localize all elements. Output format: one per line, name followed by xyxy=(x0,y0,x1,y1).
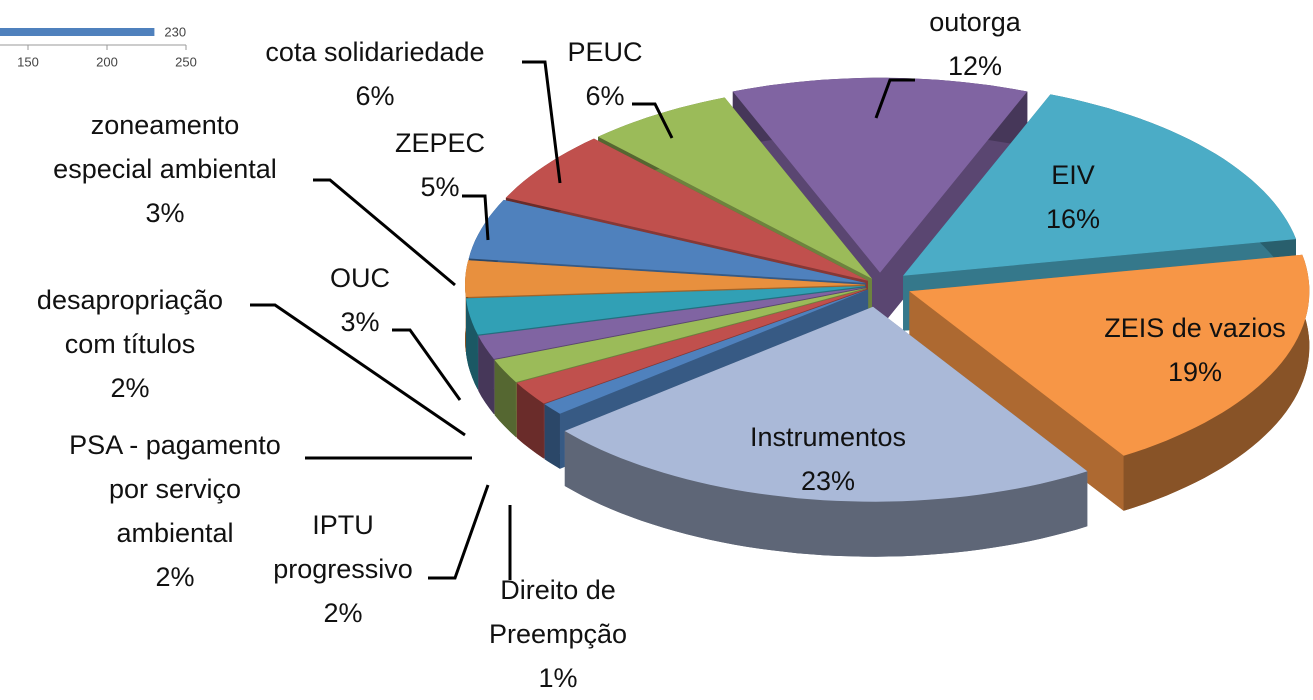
slice-percent: 16% xyxy=(1045,204,1101,234)
slice-label: PSA - pagamento por serviço ambiental 2% xyxy=(59,423,291,599)
leader-line xyxy=(462,194,490,241)
data-label: 230 xyxy=(164,24,186,39)
slice xyxy=(505,138,868,281)
leader-line xyxy=(874,78,915,119)
slice xyxy=(732,77,1028,273)
slice-percent: 12% xyxy=(947,51,1003,81)
slice-label: cota solidariedade 6% xyxy=(265,30,484,118)
slice-label: ZEPEC 5% xyxy=(395,121,485,209)
slice-name: cota solidariedade xyxy=(265,37,485,67)
slice-side xyxy=(516,382,544,459)
slice-side xyxy=(478,335,494,414)
slice xyxy=(468,199,866,283)
slice-percent: 2% xyxy=(155,562,195,592)
slice-label: Direito de Preempção 1% xyxy=(473,568,643,700)
slice-side xyxy=(1123,254,1310,511)
slice xyxy=(564,306,1088,502)
slice-percent: 3% xyxy=(340,307,380,337)
slice-label: EIV 16% xyxy=(1046,153,1100,241)
slice-percent: 23% xyxy=(800,466,856,496)
slice xyxy=(494,288,867,383)
x-tick-label: 200 xyxy=(96,54,118,69)
slice xyxy=(465,260,865,297)
slice-label: Instrumentos 23% xyxy=(750,415,906,503)
slice-name: ZEIS de vazios xyxy=(1104,313,1286,343)
leader-line xyxy=(250,303,466,437)
slice-name: PEUC xyxy=(567,37,643,67)
slice-name: zoneamento especial ambiental xyxy=(53,110,277,184)
slice-percent: 6% xyxy=(355,81,395,111)
slice-name: Direito de Preempção xyxy=(488,575,628,649)
slice xyxy=(466,286,866,335)
x-tick-label: 250 xyxy=(175,54,197,69)
slice-percent: 1% xyxy=(538,663,578,693)
slice-percent: 5% xyxy=(420,172,460,202)
slice xyxy=(516,288,868,404)
slice xyxy=(478,287,866,359)
slice xyxy=(909,254,1310,456)
x-tick-label: 150 xyxy=(17,54,39,69)
bar xyxy=(0,28,155,36)
slice-name: desapropriação com títulos xyxy=(36,285,224,359)
slice-name: ZEPEC xyxy=(394,128,486,158)
slice xyxy=(903,94,1296,276)
slice xyxy=(544,289,869,414)
slice-percent: 2% xyxy=(110,373,150,403)
slice-name: PSA - pagamento por serviço ambiental xyxy=(69,430,281,548)
slice-side xyxy=(494,359,516,438)
slice-label: PEUC 6% xyxy=(567,30,642,118)
leader-lines xyxy=(250,60,915,580)
slice-name: Instrumentos xyxy=(749,422,907,452)
slice-label: zoneamento especial ambiental 3% xyxy=(51,103,279,235)
slice-name: IPTU progressivo xyxy=(273,510,413,584)
slice-wall xyxy=(909,291,1124,511)
slice-label: outorga 12% xyxy=(929,0,1021,88)
slice-name: OUC xyxy=(330,263,390,293)
slice-percent: 2% xyxy=(323,598,363,628)
leader-line xyxy=(313,178,456,287)
slice-percent: 6% xyxy=(585,81,625,111)
slice-label: ZEIS de vazios 19% xyxy=(1104,306,1286,394)
slice-label: desapropriação com títulos 2% xyxy=(28,278,233,410)
slice xyxy=(598,97,872,279)
leader-line xyxy=(392,328,462,401)
slice-side xyxy=(466,298,478,390)
slice-name: outorga xyxy=(929,7,1021,37)
slice-percent: 19% xyxy=(1167,357,1223,387)
slice-side xyxy=(564,431,1088,557)
slice-label: OUC 3% xyxy=(330,256,390,344)
slice-percent: 3% xyxy=(145,198,185,228)
slice-side xyxy=(544,404,560,469)
slice-label: IPTU progressivo 2% xyxy=(251,503,436,635)
leader-line xyxy=(428,484,490,580)
leader-line xyxy=(522,60,562,184)
leader-line xyxy=(632,102,674,139)
slice-name: EIV xyxy=(1051,160,1095,190)
